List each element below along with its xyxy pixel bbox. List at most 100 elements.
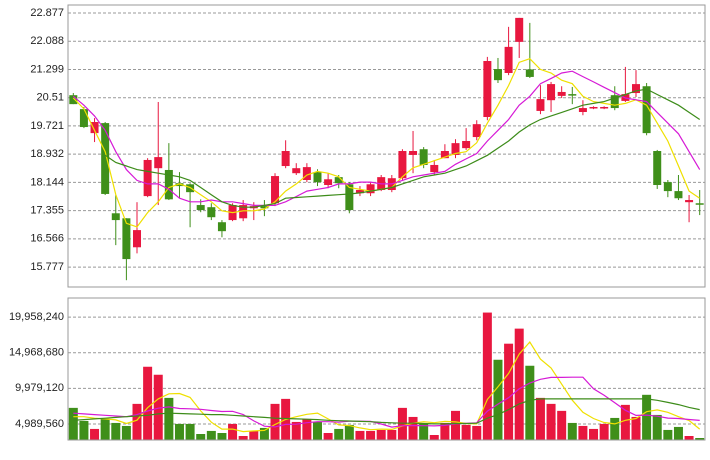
- plot-frame: [67, 297, 706, 441]
- candle-body: [313, 172, 322, 183]
- candle-body: [525, 69, 534, 77]
- volume-bar: [472, 425, 482, 440]
- candle-body: [186, 184, 195, 193]
- y-tick-label: 19,958,240: [9, 311, 64, 323]
- volume-bar: [631, 416, 641, 440]
- moving-average-line: [73, 340, 701, 433]
- volume-bar: [419, 423, 429, 440]
- moving-average-line: [73, 398, 700, 425]
- candle-body: [472, 124, 481, 138]
- candle-body: [175, 183, 184, 187]
- volume-bar: [535, 397, 545, 440]
- candle-body: [324, 179, 333, 186]
- candle-body: [207, 207, 216, 218]
- candle-body: [568, 94, 577, 96]
- candle-body: [695, 203, 704, 205]
- candle-body: [164, 169, 173, 200]
- y-tick-label: 21.299: [30, 63, 64, 75]
- volume-bar: [663, 429, 673, 440]
- volume-bar: [397, 407, 407, 440]
- candle-body: [101, 123, 110, 194]
- candle-body: [493, 69, 502, 81]
- volume-bar: [259, 427, 269, 440]
- candle-body: [122, 218, 131, 260]
- candle-body: [271, 176, 280, 204]
- candle-body: [515, 17, 524, 42]
- candle-body: [642, 86, 651, 134]
- volume-bar: [302, 418, 312, 440]
- y-tick-label: 19.721: [30, 120, 64, 132]
- candle-body: [79, 109, 88, 128]
- candle-body: [674, 191, 683, 199]
- candle-body: [440, 151, 449, 159]
- candle-body: [430, 164, 439, 173]
- volume-bar: [249, 430, 259, 440]
- volume-bar: [100, 418, 110, 440]
- candle-body: [366, 184, 375, 194]
- moving-average-line: [104, 88, 701, 208]
- volume-bar: [557, 410, 567, 440]
- volume-bar: [599, 423, 609, 440]
- volume-bar: [525, 365, 535, 440]
- volume-bar: [504, 343, 514, 440]
- volume-bar: [153, 374, 163, 440]
- volume-bar: [567, 422, 577, 440]
- volume-bar: [673, 426, 683, 440]
- y-tick-label: 17.355: [30, 205, 64, 217]
- candle-body: [589, 106, 598, 109]
- volume-bar: [185, 423, 195, 440]
- volume-bar: [270, 403, 280, 440]
- candle-body: [536, 99, 545, 111]
- volume-bar: [684, 436, 694, 440]
- y-tick-label: 20.51: [36, 92, 64, 104]
- volume-bar: [387, 429, 397, 440]
- volume-bar: [546, 403, 556, 440]
- candle-body: [196, 205, 205, 211]
- volume-bar: [461, 424, 471, 440]
- volume-bar: [355, 430, 365, 440]
- y-tick-label: 16.566: [30, 233, 64, 245]
- y-tick-label: 9,979,120: [15, 382, 64, 394]
- volume-bar: [206, 430, 216, 440]
- volume-bar: [164, 397, 174, 440]
- candle-body: [334, 177, 343, 184]
- y-tick-label: 22.877: [30, 7, 64, 19]
- candle-body: [547, 84, 556, 101]
- volume-bar: [493, 359, 503, 440]
- volume-bar: [344, 424, 354, 440]
- volume-bar: [610, 417, 620, 440]
- volume-bar: [196, 434, 206, 440]
- candle-body: [557, 91, 566, 96]
- volume-bar: [482, 312, 492, 440]
- candle-body: [409, 151, 418, 155]
- moving-average-line: [72, 70, 701, 206]
- volume-bar: [589, 428, 599, 440]
- volume-bar: [652, 414, 662, 440]
- volume-bar: [323, 433, 333, 440]
- candle-body: [578, 108, 587, 113]
- plot-frame: [67, 4, 706, 288]
- volume-bar: [642, 394, 652, 440]
- volume-bar: [174, 423, 184, 440]
- candle-body: [281, 151, 290, 167]
- volume-bar: [111, 422, 121, 440]
- volume-bar: [291, 421, 301, 440]
- candle-body: [111, 213, 120, 221]
- volume-bar: [376, 429, 386, 440]
- candle-body: [685, 200, 694, 203]
- volume-bar: [408, 416, 418, 440]
- volume-bar: [620, 404, 630, 440]
- volume-bar: [440, 422, 450, 440]
- candle-body: [154, 157, 163, 169]
- volume-bar: [228, 423, 238, 440]
- candle-body: [69, 95, 78, 105]
- y-tick-label: 18.144: [30, 176, 64, 188]
- candle-body: [462, 140, 471, 149]
- y-tick-label: 15.777: [30, 261, 64, 273]
- candle-body: [600, 106, 609, 109]
- volume-bar: [695, 438, 705, 440]
- volume-bar: [578, 425, 588, 440]
- volume-bar: [238, 436, 248, 440]
